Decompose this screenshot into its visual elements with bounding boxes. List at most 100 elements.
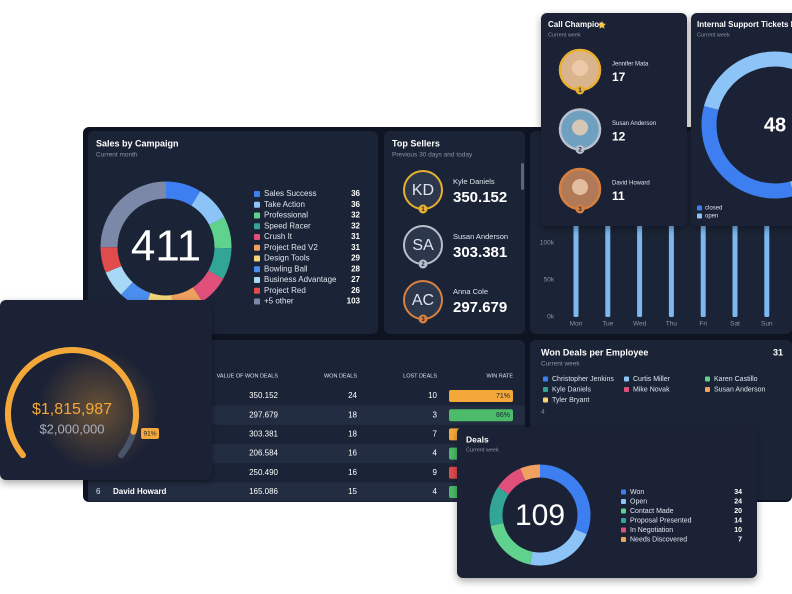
- card-subtitle: Current month: [96, 152, 138, 159]
- legend-swatch: [705, 376, 710, 382]
- agent-value: 17: [612, 70, 626, 84]
- bar: [573, 213, 579, 317]
- avatar-initials: AC: [412, 292, 434, 309]
- donut-segment: [165, 181, 201, 206]
- rank-badge: [418, 204, 428, 214]
- card-title: Sales by Campaign: [96, 138, 179, 148]
- legend-swatch: [621, 489, 626, 495]
- legend-swatch: [621, 499, 626, 504]
- legend-label: Contact Made: [630, 508, 674, 515]
- legend-label: Curtis Miller: [633, 376, 671, 383]
- avatar-face: [572, 179, 588, 195]
- rank-number: 3: [421, 317, 425, 323]
- cell-won: 16: [348, 468, 357, 477]
- legend-swatch: [543, 376, 548, 382]
- card-subtitle: Current week: [548, 32, 581, 38]
- legend-value: 26: [351, 286, 360, 295]
- donut-segment: [208, 247, 232, 279]
- cell-won: 15: [348, 487, 357, 496]
- card-subtitle: Current week: [697, 32, 730, 38]
- cell-won: 24: [348, 391, 357, 400]
- donut-segment: [701, 105, 792, 199]
- gauge-value: $1,815,987: [32, 401, 112, 418]
- cell-lost: 10: [428, 391, 437, 400]
- card-subtitle: Current week: [541, 361, 580, 368]
- donut-segment: [209, 217, 232, 249]
- seller-name: Anna Cole: [453, 287, 488, 296]
- legend-label: Design Tools: [264, 254, 310, 263]
- avatar-initials: KD: [412, 182, 434, 199]
- legend-value: 10: [734, 527, 742, 534]
- cell-lost: 4: [433, 487, 438, 496]
- avatar-face: [572, 119, 588, 136]
- legend-swatch: [254, 234, 260, 240]
- cell-value: 250.490: [249, 468, 278, 477]
- legend-swatch: [254, 212, 260, 219]
- donut-segment: [100, 246, 122, 273]
- x-tick-label: Fri: [699, 321, 707, 328]
- cell-value: 303.381: [249, 430, 278, 439]
- legend-label: Project Red: [264, 286, 306, 295]
- legend-value: 27: [351, 275, 360, 284]
- column-header: WIN RATE: [487, 373, 514, 379]
- seller-value: 350.152: [453, 189, 507, 206]
- x-tick-label: Sat: [730, 321, 740, 328]
- card-title: Internal Support Tickets by S: [697, 20, 792, 29]
- legend-swatch: [254, 255, 260, 262]
- column-header: WON DEALS: [324, 373, 357, 379]
- agent-value: 12: [612, 130, 626, 144]
- donut-segment: [529, 528, 587, 566]
- legend-swatch: [254, 201, 260, 208]
- legend-swatch: [621, 527, 626, 533]
- card-subtitle: Previous 30 days and today: [392, 152, 473, 159]
- legend-swatch: [254, 223, 260, 230]
- x-tick-label: Mon: [570, 321, 583, 328]
- donut-segment: [539, 464, 591, 535]
- rank-badge: [418, 314, 428, 324]
- card-background: [457, 427, 757, 578]
- bar: [637, 212, 643, 317]
- donut-segment: [498, 468, 526, 495]
- gauge-progress: [5, 347, 139, 459]
- agent-name: David Howard: [612, 181, 650, 187]
- rank-badge: [575, 204, 585, 214]
- y-tick-label: 4: [541, 409, 545, 416]
- win-rate-label: 71%: [496, 393, 510, 400]
- legend-value: 7: [738, 536, 742, 543]
- legend-label: Susan Anderson: [714, 386, 765, 393]
- rank-number: 3: [578, 207, 582, 213]
- donut-total: 48: [764, 114, 786, 136]
- avatar-face: [572, 60, 588, 76]
- seller-value: 297.679: [453, 299, 507, 316]
- rank-badge: [575, 145, 585, 154]
- row-rank: 6: [96, 487, 101, 496]
- cell-lost: 4: [433, 449, 438, 458]
- win-rate-badge: [449, 409, 513, 422]
- legend-value: 20: [734, 508, 742, 515]
- rank-badge: [575, 85, 585, 95]
- x-tick-label: Sun: [761, 321, 773, 328]
- agent-name: Jennifer Mata: [612, 62, 649, 68]
- bar: [764, 211, 770, 317]
- bar: [732, 214, 738, 317]
- donut-segment: [520, 464, 541, 481]
- legend-value: 24: [734, 498, 742, 505]
- legend-value: 36: [351, 189, 360, 198]
- win-rate-label: 86%: [496, 412, 510, 419]
- card-title: Deals: [466, 434, 489, 444]
- legend-swatch: [254, 191, 260, 197]
- cell-value: 206.584: [249, 449, 278, 458]
- legend-label: Speed Racer: [264, 221, 311, 230]
- card-title: Call Champion: [548, 20, 604, 29]
- legend-swatch: [543, 397, 548, 403]
- legend-label: Christopher Jenkins: [552, 376, 614, 383]
- seller-name: Kyle Daniels: [453, 177, 495, 186]
- legend-label: Take Action: [264, 200, 305, 209]
- x-tick-label: Tue: [602, 321, 613, 328]
- cell-lost: 9: [433, 468, 438, 477]
- legend-swatch: [705, 387, 710, 392]
- cell-won: 16: [348, 449, 357, 458]
- legend-label: Sales Success: [264, 189, 316, 198]
- cell-won: 18: [348, 430, 357, 439]
